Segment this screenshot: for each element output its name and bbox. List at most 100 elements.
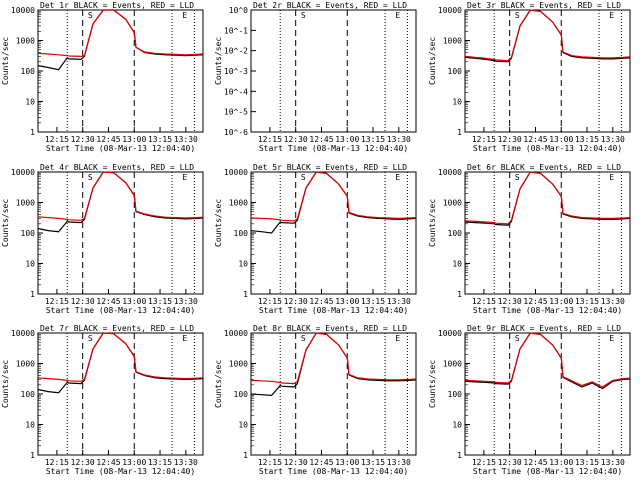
annotation-marker: E: [395, 11, 400, 20]
series-line-lld: [37, 171, 204, 221]
panel-det-5: Det 5r BLACK = Events, RED = LLD Counts/s…: [214, 163, 417, 315]
annotation-marker: S: [515, 334, 520, 343]
x-tick-label: 13:30: [387, 297, 411, 306]
plot-frame: [37, 171, 204, 295]
panel-det-7: Det 7r BLACK = Events, RED = LLD Counts/s…: [1, 324, 204, 476]
y-tick-label: 10: [238, 421, 248, 430]
panel-title: Det 9r BLACK = Events, RED = LLD: [467, 324, 621, 333]
x-tick-label: 12:15: [45, 297, 69, 306]
x-tick-label: 13:00: [122, 297, 146, 306]
y-axis-label: Counts/sec: [214, 199, 223, 247]
y-tick-label: 1: [30, 128, 35, 137]
panel-title: Det 7r BLACK = Events, RED = LLD: [40, 324, 194, 333]
annotation-marker: S: [301, 173, 306, 182]
panel-det-8: Det 8r BLACK = Events, RED = LLD Counts/s…: [214, 324, 417, 476]
y-tick-label: 1: [30, 451, 35, 460]
x-tick-label: 12:30: [71, 458, 95, 467]
x-tick-label: 12:45: [96, 297, 120, 306]
plot-frame: [464, 332, 631, 456]
y-axis-label: Counts/sec: [428, 37, 437, 85]
series-line-lld: [464, 9, 631, 62]
x-tick-label: 12:45: [309, 135, 333, 144]
y-tick-label: 1000: [16, 199, 35, 208]
x-tick-label: 12:30: [71, 135, 95, 144]
panel-title: Det 8r BLACK = Events, RED = LLD: [253, 324, 407, 333]
x-tick-label: 12:30: [71, 297, 95, 306]
x-tick-label: 12:15: [45, 135, 69, 144]
annotation-marker: S: [301, 11, 306, 20]
x-tick-label: 12:30: [498, 135, 522, 144]
x-tick-label: 13:15: [361, 458, 385, 467]
series-line-lld: [250, 332, 417, 385]
y-tick-label: 10^0: [229, 6, 248, 15]
x-tick-label: 12:45: [523, 458, 547, 467]
series-line-events: [250, 171, 417, 234]
y-axis-label: Counts/sec: [1, 360, 10, 408]
y-axis-label: Counts/sec: [1, 37, 10, 85]
series-line-events: [464, 332, 631, 390]
y-tick-label: 10000: [438, 168, 462, 177]
y-tick-label: 100: [21, 390, 36, 399]
y-tick-label: 10000: [224, 329, 248, 338]
x-tick-label: 13:00: [335, 297, 359, 306]
y-tick-label: 10: [25, 421, 35, 430]
x-tick-label: 13:30: [387, 458, 411, 467]
y-tick-label: 10: [452, 260, 462, 269]
annotation-marker: E: [609, 11, 614, 20]
y-axis-label: Counts/sec: [214, 37, 223, 85]
plot-frame: [250, 332, 417, 456]
annotation-marker: E: [609, 173, 614, 182]
y-tick-label: 10^-1: [224, 26, 248, 35]
panel-title: Det 6r BLACK = Events, RED = LLD: [467, 163, 621, 172]
y-tick-label: 10000: [11, 168, 35, 177]
y-tick-label: 1000: [16, 37, 35, 46]
x-tick-label: 12:45: [96, 458, 120, 467]
y-tick-label: 1000: [443, 37, 462, 46]
y-tick-label: 1: [243, 451, 248, 460]
x-tick-label: 12:30: [284, 135, 308, 144]
x-tick-label: 12:15: [258, 135, 282, 144]
y-tick-label: 100: [21, 229, 36, 238]
y-tick-label: 1: [243, 290, 248, 299]
x-tick-label: 13:00: [122, 135, 146, 144]
y-tick-label: 10000: [11, 6, 35, 15]
panel-title: Det 2r BLACK = Events, RED = LLD: [253, 1, 407, 10]
x-tick-label: 13:15: [361, 297, 385, 306]
y-axis-label: Counts/sec: [214, 360, 223, 408]
x-tick-label: 13:15: [575, 297, 599, 306]
x-tick-label: 13:15: [575, 135, 599, 144]
x-tick-label: 12:15: [472, 135, 496, 144]
x-tick-label: 12:15: [472, 458, 496, 467]
x-tick-label: 13:15: [148, 297, 172, 306]
series-line-events: [37, 9, 204, 71]
panel-title: Det 5r BLACK = Events, RED = LLD: [253, 163, 407, 172]
annotation-marker: S: [301, 334, 306, 343]
x-tick-label: 13:00: [549, 297, 573, 306]
x-tick-label: 13:15: [575, 458, 599, 467]
annotation-marker: E: [395, 334, 400, 343]
y-tick-label: 10000: [438, 6, 462, 15]
x-tick-label: 13:30: [174, 458, 198, 467]
y-tick-label: 1: [30, 290, 35, 299]
y-tick-label: 10: [452, 98, 462, 107]
panel-det-4: Det 4r BLACK = Events, RED = LLD Counts/s…: [1, 163, 204, 315]
plot-frame: [250, 171, 417, 295]
annotation-marker: E: [395, 173, 400, 182]
annotation-marker: E: [182, 334, 187, 343]
panel-title: Det 1r BLACK = Events, RED = LLD: [40, 1, 194, 10]
y-axis-label: Counts/sec: [1, 199, 10, 247]
y-tick-label: 10000: [11, 329, 35, 338]
annotation-marker: E: [182, 11, 187, 20]
annotation-marker: S: [88, 11, 93, 20]
panel-det-3: Det 3r BLACK = Events, RED = LLD Counts/s…: [428, 1, 631, 153]
x-tick-label: 12:45: [96, 135, 120, 144]
y-tick-label: 1000: [229, 199, 248, 208]
series-line-lld: [464, 332, 631, 388]
series-line-events: [37, 171, 204, 233]
annotation-marker: S: [88, 334, 93, 343]
y-tick-label: 1: [457, 290, 462, 299]
x-tick-label: 13:30: [601, 297, 625, 306]
y-tick-label: 100: [448, 229, 463, 238]
y-axis-label: Counts/sec: [428, 199, 437, 247]
